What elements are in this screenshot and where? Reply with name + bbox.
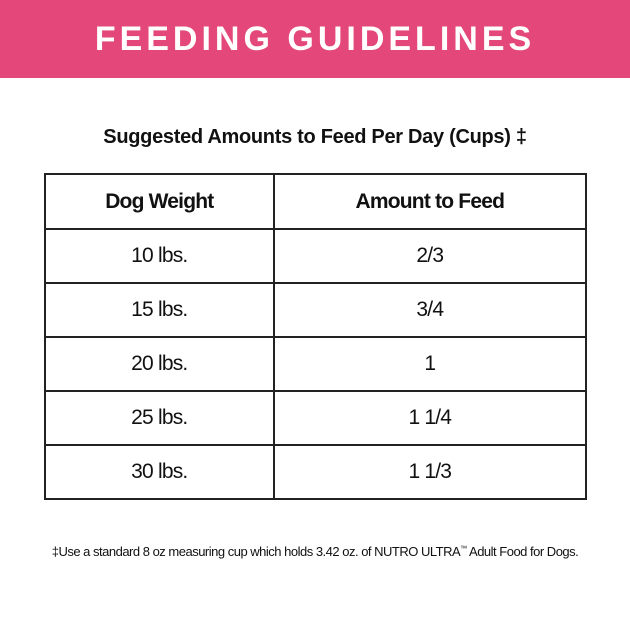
table-cell: 3/4 [272, 282, 588, 338]
table-cell: 1 [272, 336, 588, 392]
table-cell: 1 1/3 [272, 444, 588, 500]
footnote-text: ‡Use a standard 8 oz measuring cup which… [51, 544, 461, 559]
table-cell: 1 1/4 [272, 390, 588, 446]
column-header: Dog Weight [44, 173, 275, 230]
table-row: 30 lbs. 1 1/3 [44, 444, 588, 500]
footnote: ‡Use a standard 8 oz measuring cup which… [0, 544, 630, 559]
subtitle: Suggested Amounts to Feed Per Day (Cups)… [103, 126, 527, 148]
table-cell: 30 lbs. [44, 444, 275, 500]
trademark: ™ [460, 545, 467, 553]
column-header: Amount to Feed [272, 173, 588, 230]
table-cell: 20 lbs. [44, 336, 275, 392]
table-row: 10 lbs. 2/3 [44, 228, 588, 284]
header-band [0, 0, 630, 78]
table-cell: 10 lbs. [44, 228, 275, 284]
table-cell: 15 lbs. [44, 282, 275, 338]
table-row: 15 lbs. 3/4 [44, 282, 588, 338]
table-cell: 2/3 [272, 228, 588, 284]
header-title: FEEDING GUIDELINES [94, 20, 536, 58]
feeding-table: Dog Weight Amount to Feed 10 lbs. 2/3 15 lb… [44, 173, 588, 500]
table-row: 20 lbs. 1 [44, 336, 588, 392]
table-cell: 25 lbs. [44, 390, 275, 446]
header-row: Dog Weight Amount to Feed [44, 173, 588, 230]
table-body: 10 lbs. 2/3 15 lbs. 3/4 20 lbs. 1 25 lbs. 1 1/4… [44, 228, 588, 500]
footnote-text: Adult Food for Dogs. [466, 544, 579, 559]
table-row: 25 lbs. 1 1/4 [44, 390, 588, 446]
